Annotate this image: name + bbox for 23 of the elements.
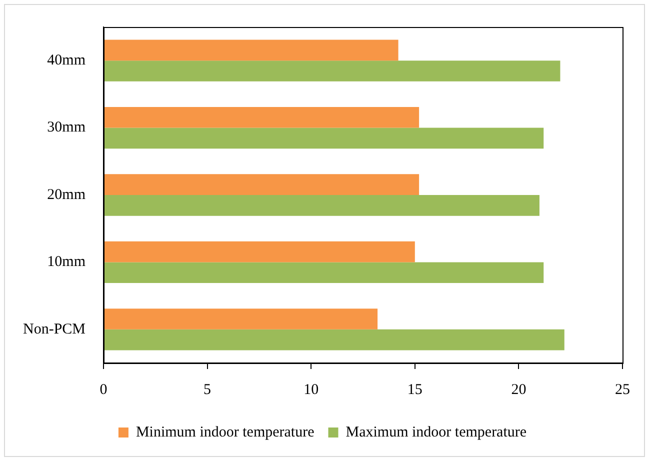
y-tick-label: 10mm: [47, 254, 86, 270]
y-tick-label: 40mm: [47, 52, 86, 69]
x-tick-label: 5: [204, 382, 212, 398]
bar: [104, 329, 564, 350]
bar: [104, 241, 415, 262]
x-tick-label: 15: [407, 382, 422, 398]
bar: [104, 60, 560, 82]
bar: [104, 40, 398, 61]
bar: [104, 128, 544, 149]
bar: [104, 308, 378, 330]
bar: [104, 106, 420, 128]
legend-label: Maximum indoor temperature: [346, 424, 527, 440]
bar: [104, 174, 420, 195]
bar: [104, 262, 544, 284]
y-tick-label: 20mm: [47, 186, 86, 203]
x-tick-label: 0: [100, 382, 108, 398]
x-tick-label: 25: [615, 382, 630, 398]
bar: [104, 195, 540, 216]
y-tick-label: 30mm: [47, 120, 86, 136]
y-tick-label: Non-PCM: [22, 321, 86, 338]
x-tick-label: 20: [511, 382, 526, 398]
legend-label: Minimum indoor temperature: [136, 424, 315, 440]
x-tick-label: 10: [304, 382, 319, 398]
